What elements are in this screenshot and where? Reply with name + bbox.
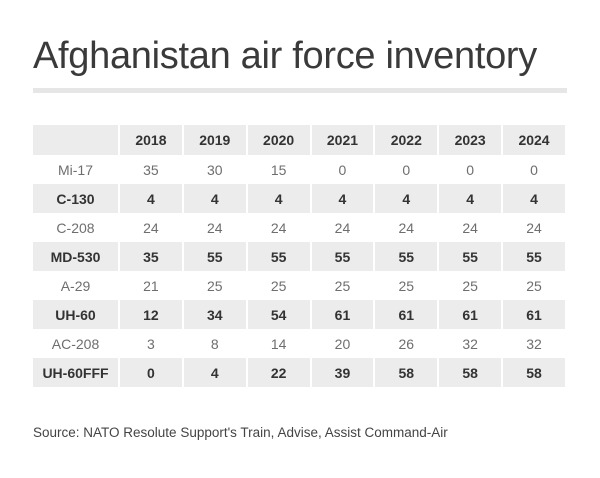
table-cell: 55 [375, 242, 438, 271]
table-cell: 39 [311, 358, 374, 387]
table-cell: 4 [247, 184, 310, 213]
table-row: C-208 24 24 24 24 24 24 24 [33, 213, 565, 242]
table-cell: 0 [311, 155, 374, 184]
table-row: UH-60 12 34 54 61 61 61 61 [33, 300, 565, 329]
table-cell: 35 [120, 155, 182, 184]
row-label: Mi-17 [33, 155, 118, 184]
table-cell: 54 [247, 300, 310, 329]
table-cell: 15 [247, 155, 310, 184]
table-cell: 24 [503, 213, 565, 242]
table-cell: 24 [311, 213, 374, 242]
row-label: AC-208 [33, 329, 118, 358]
table-cell: 4 [183, 358, 246, 387]
table-cell: 26 [375, 329, 438, 358]
table-cell: 24 [439, 213, 502, 242]
table-cell: 61 [439, 300, 502, 329]
table-cell: 4 [120, 184, 182, 213]
table-cell: 24 [247, 213, 310, 242]
table-cell: 3 [120, 329, 182, 358]
table-cell: 25 [247, 271, 310, 300]
table-cell: 58 [503, 358, 565, 387]
table-row: C-130 4 4 4 4 4 4 4 [33, 184, 565, 213]
table-cell: 61 [375, 300, 438, 329]
column-header-corner [33, 125, 118, 155]
table-cell: 0 [503, 155, 565, 184]
table-cell: 58 [439, 358, 502, 387]
table-cell: 25 [375, 271, 438, 300]
row-label: UH-60FFF [33, 358, 118, 387]
source-note: Source: NATO Resolute Support's Train, A… [33, 425, 448, 440]
table-cell: 8 [183, 329, 246, 358]
table-cell: 58 [375, 358, 438, 387]
table-cell: 25 [439, 271, 502, 300]
table-cell: 22 [247, 358, 310, 387]
table-cell: 4 [183, 184, 246, 213]
row-label: MD-530 [33, 242, 118, 271]
table-row: AC-208 3 8 14 20 26 32 32 [33, 329, 565, 358]
table-cell: 30 [183, 155, 246, 184]
table-row: MD-530 35 55 55 55 55 55 55 [33, 242, 565, 271]
table-cell: 25 [183, 271, 246, 300]
table-cell: 12 [120, 300, 182, 329]
table-row: Mi-17 35 30 15 0 0 0 0 [33, 155, 565, 184]
table-cell: 25 [311, 271, 374, 300]
table-cell: 55 [247, 242, 310, 271]
table-cell: 32 [503, 329, 565, 358]
column-header-2023: 2023 [439, 125, 502, 155]
column-header-2019: 2019 [183, 125, 246, 155]
table-cell: 55 [503, 242, 565, 271]
table-cell: 55 [183, 242, 246, 271]
table-cell: 20 [311, 329, 374, 358]
table-row: A-29 21 25 25 25 25 25 25 [33, 271, 565, 300]
column-header-2021: 2021 [311, 125, 374, 155]
inventory-table: 2018 2019 2020 2021 2022 2023 2024 Mi-17… [31, 125, 567, 387]
row-label: A-29 [33, 271, 118, 300]
table-cell: 0 [375, 155, 438, 184]
page-title: Afghanistan air force inventory [33, 35, 537, 77]
table-row: UH-60FFF 0 4 22 39 58 58 58 [33, 358, 565, 387]
row-label: UH-60 [33, 300, 118, 329]
table-cell: 35 [120, 242, 182, 271]
table-cell: 32 [439, 329, 502, 358]
table-cell: 21 [120, 271, 182, 300]
table-cell: 25 [503, 271, 565, 300]
table-cell: 55 [311, 242, 374, 271]
table-cell: 4 [503, 184, 565, 213]
table-cell: 24 [183, 213, 246, 242]
column-header-2020: 2020 [247, 125, 310, 155]
table-cell: 61 [503, 300, 565, 329]
column-header-2022: 2022 [375, 125, 438, 155]
table-cell: 4 [311, 184, 374, 213]
row-label: C-208 [33, 213, 118, 242]
title-divider [33, 88, 567, 93]
column-header-2018: 2018 [120, 125, 182, 155]
table-cell: 0 [439, 155, 502, 184]
table-header-row: 2018 2019 2020 2021 2022 2023 2024 [33, 125, 565, 155]
table-cell: 34 [183, 300, 246, 329]
row-label: C-130 [33, 184, 118, 213]
table-cell: 24 [120, 213, 182, 242]
table-cell: 14 [247, 329, 310, 358]
table-cell: 55 [439, 242, 502, 271]
table-cell: 0 [120, 358, 182, 387]
table-cell: 4 [439, 184, 502, 213]
table-cell: 4 [375, 184, 438, 213]
table-cell: 24 [375, 213, 438, 242]
table-cell: 61 [311, 300, 374, 329]
column-header-2024: 2024 [503, 125, 565, 155]
